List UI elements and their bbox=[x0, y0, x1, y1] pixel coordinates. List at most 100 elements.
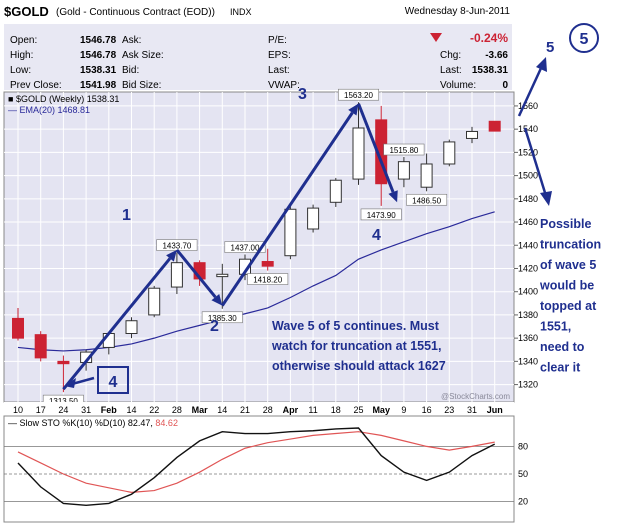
chart-symbol: $GOLD bbox=[4, 4, 49, 19]
candle-body bbox=[170, 262, 183, 288]
sto-legend-label: Slow STO %K(10) %D(10) 82.47, bbox=[20, 418, 153, 428]
price-label-box bbox=[224, 241, 266, 253]
price-label: 1486.50 bbox=[412, 196, 441, 205]
candle-body bbox=[34, 334, 47, 359]
candle-body bbox=[261, 261, 274, 267]
chart-exchange: INDX bbox=[230, 7, 252, 17]
wave-4-box-label: 4 bbox=[109, 374, 118, 391]
wave-arrow-line bbox=[221, 111, 354, 307]
date-tick-label: 22 bbox=[149, 405, 159, 415]
price-legend-bullet: ■ bbox=[8, 94, 13, 104]
wave-5-up-arrow bbox=[517, 65, 544, 117]
quote-key: High: bbox=[10, 50, 33, 61]
price-tick-label: 1320 bbox=[518, 380, 538, 390]
quote-value: 1546.78 bbox=[80, 35, 117, 46]
sto-tick-label: 50 bbox=[518, 469, 528, 479]
price-tick-label: 1440 bbox=[518, 240, 538, 250]
price-label: 1385.30 bbox=[208, 314, 237, 323]
quote-panel bbox=[4, 24, 404, 90]
sto-lines bbox=[17, 427, 496, 506]
change-pct: -0.24% bbox=[470, 31, 508, 45]
date-tick-label: Feb bbox=[101, 405, 118, 415]
date-axis-bg bbox=[4, 402, 514, 416]
price-label: 1418.20 bbox=[253, 276, 282, 285]
side-note-line: would be bbox=[539, 279, 594, 293]
candle-body bbox=[284, 208, 297, 257]
date-axis: 10 17 24 31 Feb 14 22 28 Mar 14 21 28 Apr 11 18 25 May 9 1… bbox=[4, 402, 514, 416]
candles bbox=[12, 102, 501, 393]
price-axis: 1320 1340 1360 1380 1400 1420 1440 1460 1480 1500… bbox=[514, 101, 538, 390]
quote-right: Chg: -3.66 Last: 1538.31 Volume: 0 bbox=[440, 50, 508, 91]
wave-4-pointer-head bbox=[64, 378, 76, 388]
price-label-box bbox=[201, 311, 243, 324]
candle-body bbox=[443, 141, 456, 165]
candle-body bbox=[352, 127, 365, 180]
wave-5-circle-label: 5 bbox=[580, 31, 589, 48]
candle-body bbox=[397, 161, 410, 180]
watermark: @StockCharts.com bbox=[441, 392, 510, 401]
date-tick-label: 24 bbox=[58, 405, 68, 415]
price-tick-label: 1500 bbox=[518, 171, 538, 181]
date-tick-label: 25 bbox=[353, 405, 363, 415]
side-note-line: need to bbox=[540, 340, 585, 354]
candle-body bbox=[216, 273, 229, 278]
quote-rows: Open: 1546.78 Ask: P/E: High: 1546.78 Ask Size… bbox=[10, 35, 300, 91]
price-label-box bbox=[247, 273, 289, 285]
wave-5-circle bbox=[569, 23, 599, 53]
sto-tick-label: 80 bbox=[518, 441, 528, 451]
side-note-line: of wave 5 bbox=[540, 258, 596, 272]
sto-legend-dash: — bbox=[8, 418, 17, 428]
wave-4-box bbox=[97, 366, 129, 394]
note-line-1: Wave 5 of 5 continues. Must bbox=[272, 319, 440, 333]
price-label: 1313.50 bbox=[49, 397, 78, 406]
date-tick-label: May bbox=[372, 405, 390, 415]
sto-k-line bbox=[17, 427, 496, 506]
side-note-line: clear it bbox=[540, 361, 581, 375]
quote-right-value: -3.66 bbox=[485, 50, 508, 61]
date-tick-label: 14 bbox=[126, 405, 136, 415]
candle-body bbox=[148, 287, 161, 316]
wave-arrow-line bbox=[175, 248, 217, 299]
quote-right-value: 0 bbox=[502, 80, 508, 91]
wave-5-down-arrow bbox=[523, 127, 548, 197]
price-label-box bbox=[406, 193, 448, 206]
price-label: 1437.00 bbox=[231, 244, 260, 253]
quote-key: Ask: bbox=[122, 35, 141, 46]
chart-date: Wednesday 8-Jun-2011 bbox=[405, 6, 511, 17]
wave-arrow-head bbox=[211, 293, 223, 306]
quote-right-key: Chg: bbox=[440, 50, 461, 61]
wave-arrow-line bbox=[357, 103, 395, 193]
wave-arrow-head bbox=[388, 190, 398, 203]
price-tick-label: 1360 bbox=[518, 333, 538, 343]
price-tick-label: 1460 bbox=[518, 217, 538, 227]
chart-name: (Gold - Continuous Contract (EOD)) bbox=[56, 7, 215, 18]
price-tick-label: 1400 bbox=[518, 287, 538, 297]
date-tick-label: Apr bbox=[283, 405, 299, 415]
price-label: 1515.80 bbox=[389, 146, 418, 155]
date-tick-label: Jun bbox=[487, 405, 503, 415]
price-label-box bbox=[360, 208, 402, 221]
sto-legend: — Slow STO %K(10) %D(10) 82.47, 84.62 bbox=[8, 418, 178, 428]
wave-5-up-arrow-head bbox=[536, 57, 547, 72]
wave-4-label: 4 bbox=[372, 227, 381, 244]
quote-key: Ask Size: bbox=[122, 50, 164, 61]
quote-value: 1546.78 bbox=[80, 50, 117, 61]
ema-legend: — EMA(20) 1468.81 bbox=[8, 105, 90, 115]
wave-arrow-head bbox=[348, 103, 359, 116]
date-tick-label: 21 bbox=[240, 405, 250, 415]
price-tick-label: 1520 bbox=[518, 147, 538, 157]
quote-key: Last: bbox=[268, 65, 290, 76]
price-legend: ■ $GOLD (Weekly) 1538.31 bbox=[8, 94, 119, 104]
quote-key: Bid Size: bbox=[122, 80, 161, 91]
sto-tick-label: 20 bbox=[518, 497, 528, 507]
price-tick-label: 1540 bbox=[518, 124, 538, 134]
price-legend-label: $GOLD (Weekly) 1538.31 bbox=[16, 94, 119, 104]
date-tick-label: 31 bbox=[467, 405, 477, 415]
date-tick-label: 11 bbox=[308, 405, 317, 415]
candle-body bbox=[125, 320, 138, 334]
wave-3-label: 3 bbox=[298, 86, 307, 103]
date-tick-label: 10 bbox=[13, 405, 23, 415]
candle-body bbox=[12, 317, 24, 339]
price-label: 1473.90 bbox=[367, 211, 396, 220]
candle-body bbox=[466, 130, 478, 139]
